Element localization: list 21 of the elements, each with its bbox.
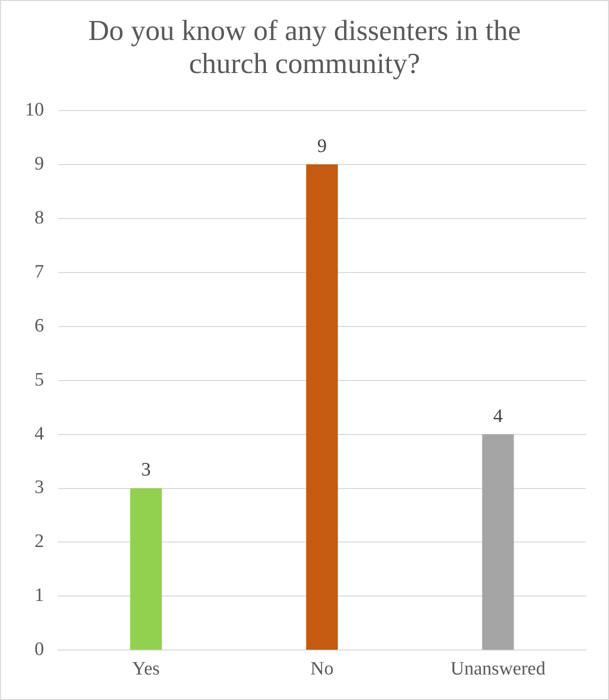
data-label: 9	[317, 136, 327, 157]
bar	[130, 488, 162, 650]
bar	[482, 434, 514, 650]
x-tick-label: Yes	[132, 658, 160, 680]
data-label: 3	[141, 460, 151, 481]
y-tick-label: 0	[34, 639, 44, 660]
y-tick-label: 1	[34, 585, 44, 606]
y-tick-label: 5	[34, 369, 44, 390]
bar	[306, 164, 338, 650]
y-tick-label: 3	[34, 477, 44, 498]
y-tick-label: 6	[34, 315, 44, 336]
y-tick-label: 10	[25, 99, 44, 120]
data-label: 4	[493, 406, 504, 427]
y-tick-label: 4	[34, 423, 44, 444]
y-tick-label: 2	[34, 531, 44, 552]
chart-title: Do you know of any dissenters in the church community?	[87, 15, 522, 81]
y-tick-label: 9	[34, 153, 44, 174]
x-tick-label: No	[310, 658, 334, 680]
y-tick-label: 8	[34, 207, 44, 228]
y-tick-label: 7	[34, 261, 44, 282]
x-tick-label: Unanswered	[450, 658, 546, 680]
